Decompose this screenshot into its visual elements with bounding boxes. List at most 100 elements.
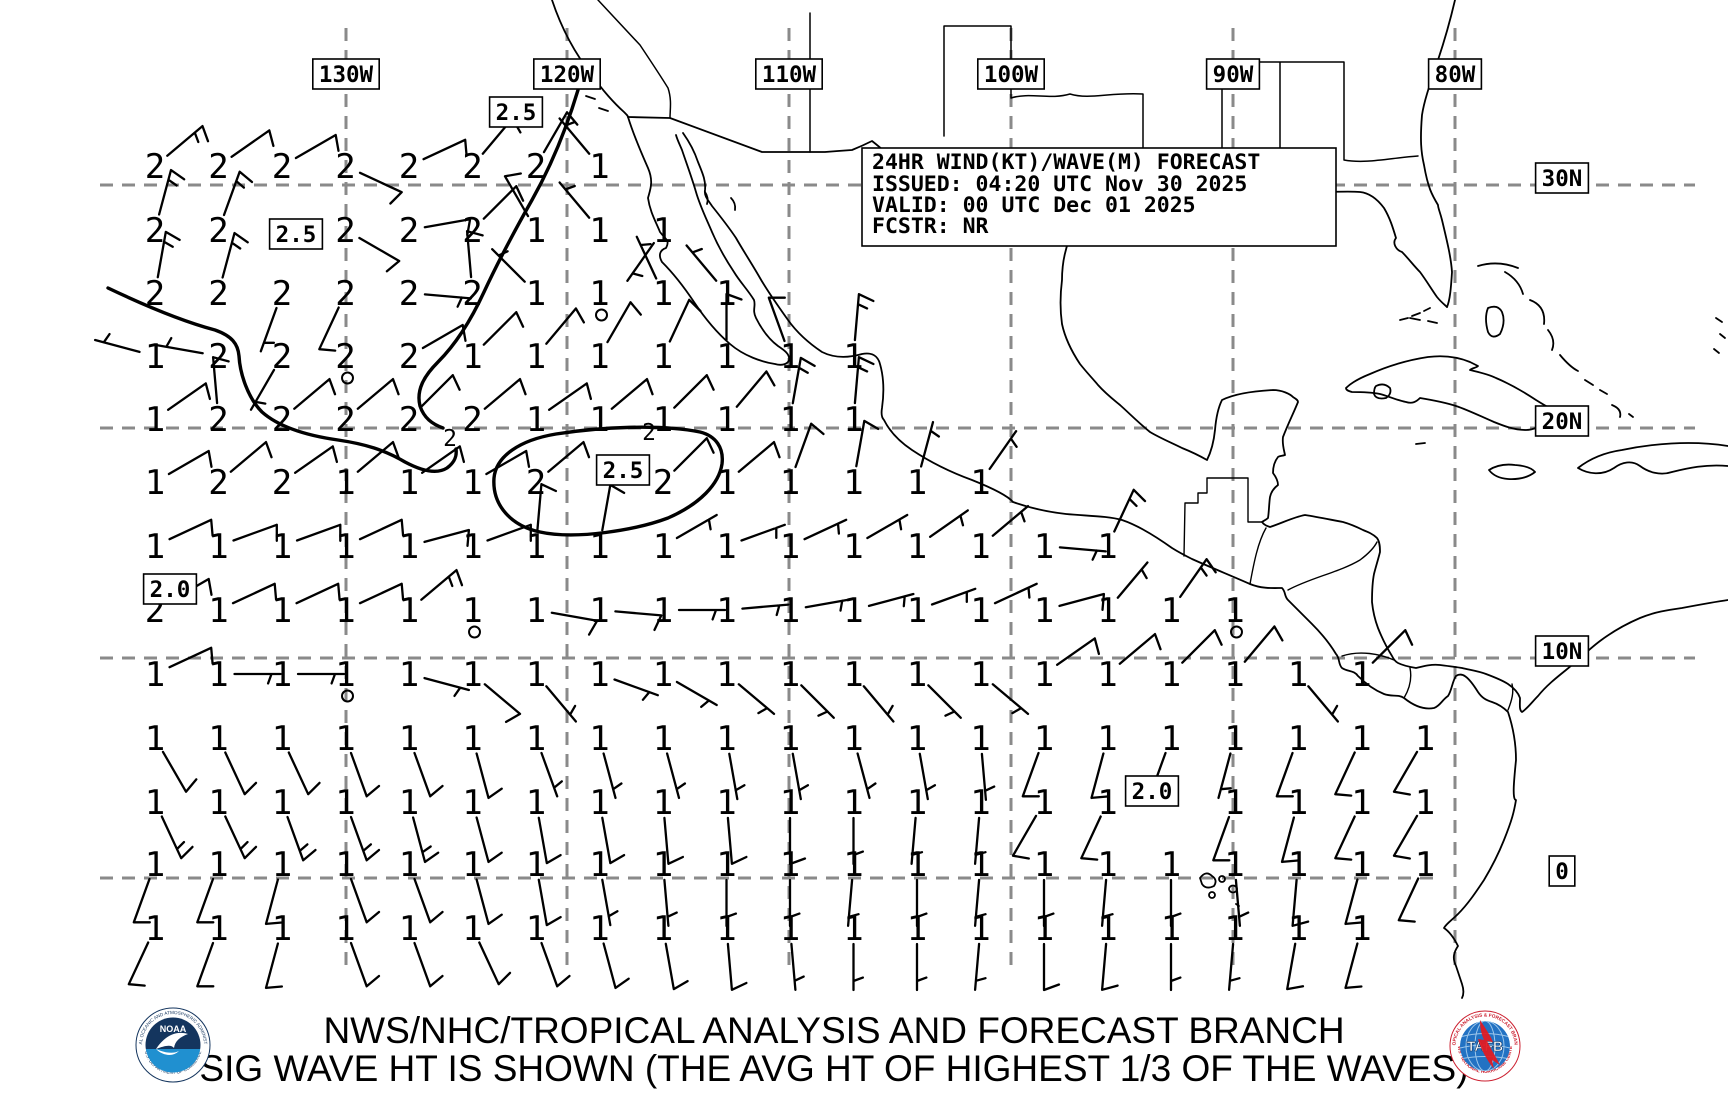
station-barb: 1: [1344, 909, 1372, 990]
station-barb: 1: [1392, 719, 1435, 796]
station-barb: 1: [526, 655, 578, 723]
wind-barb-icon: [224, 751, 258, 796]
wind-barb-icon: [1169, 942, 1182, 992]
station-barb: 1: [462, 909, 512, 986]
station-barb: 2: [145, 168, 186, 251]
station-barb: 1: [589, 845, 619, 927]
wind-barb-icon: [196, 941, 215, 988]
wave-height-value: 1: [780, 400, 800, 440]
station-barb: 2: [462, 377, 527, 440]
wind-barb-icon: [423, 528, 471, 548]
footer-line-2: SIG WAVE HT IS SHOWN (THE AVG HT OF HIGH…: [199, 1048, 1468, 1089]
station-barb: 1: [970, 909, 991, 991]
wave-height-value: 1: [843, 845, 863, 885]
station-barb: 1: [462, 845, 503, 926]
station-barb: 1: [970, 783, 991, 865]
station-barb: 1: [272, 523, 342, 567]
lon-label-110W-text: 110W: [762, 62, 817, 88]
wind-barb-icon: [537, 816, 562, 865]
station-barb: 1: [907, 845, 928, 928]
wind-barb-icon: [614, 610, 663, 632]
station-barb: 1: [907, 420, 941, 503]
wave-height-value: 1: [399, 783, 419, 823]
station-barb: 1: [589, 909, 630, 990]
wind-barb-icon: [665, 752, 687, 800]
wind-barb-icon: [1113, 488, 1147, 533]
wind-barb-icon: [264, 942, 284, 990]
wave-height-value: 1: [780, 591, 800, 631]
station-barb: 1: [780, 591, 853, 631]
station-barb: 2: [399, 138, 468, 187]
station-barb: 1: [335, 719, 381, 798]
station-barb: 1: [208, 655, 282, 695]
wave-height-value: 2: [145, 147, 165, 187]
station-barb: 1: [264, 845, 292, 926]
station-barb: 1: [462, 591, 483, 639]
station-barb: 1: [1011, 783, 1054, 860]
wave-height-value: 2: [399, 211, 419, 251]
station-barb: 2: [335, 147, 403, 205]
wind-barb-icon: [221, 231, 249, 279]
contour-label-2-text: 2.5: [603, 458, 644, 484]
wind-barb-icon: [915, 942, 928, 992]
station-barb: 1: [907, 509, 969, 567]
wave-height-value: 1: [1034, 527, 1054, 567]
wave-height-value: 1: [780, 463, 800, 503]
wind-barb-icon: [224, 815, 258, 860]
wind-barb-icon: [1181, 629, 1223, 664]
wave-height-value: 1: [907, 909, 927, 949]
wave-height-value: 1: [1415, 719, 1435, 759]
station-barb: 1: [526, 845, 562, 927]
wave-height-value: 1: [589, 783, 609, 823]
wind-barb-icon: [1100, 942, 1119, 991]
wind-barb-icon: [161, 750, 198, 793]
wind-barb-icon: [486, 523, 532, 542]
station-barb: 2: [145, 124, 210, 187]
wind-barb-icon: [791, 752, 810, 801]
station-barb: 2: [272, 445, 339, 503]
wind-barb-icon: [602, 752, 623, 800]
station-barb: 1: [653, 719, 687, 800]
wind-barb-icon: [168, 518, 214, 541]
wave-height-value: 1: [399, 845, 419, 885]
wind-barb-icon: [867, 592, 915, 608]
wind-barb-icon: [413, 941, 444, 988]
station-barb: 1: [462, 311, 525, 377]
station-barb: 1: [1097, 909, 1119, 991]
wave-height-value: 1: [716, 591, 736, 631]
wave-height-value: 1: [462, 909, 482, 949]
wind-barb-icon: [547, 440, 591, 473]
lon-label-130W-text: 130W: [319, 62, 374, 88]
jamaica: [1488, 463, 1536, 481]
wind-barb-icon: [550, 611, 599, 636]
wave-height-value: 1: [1161, 845, 1181, 885]
station-barb: 1: [970, 504, 1030, 567]
wind-barb-icon: [1344, 878, 1363, 926]
station-barb: 1: [399, 568, 464, 631]
wave-height-value: 1: [653, 400, 673, 440]
wave-height-value: 2: [335, 400, 355, 440]
wind-barb-icon: [737, 440, 781, 473]
bahamas: [1409, 262, 1634, 418]
wind-barb-icon: [737, 683, 776, 716]
station-barb: 1: [1034, 637, 1101, 695]
wind-barb-icon: [93, 332, 141, 354]
wave-height-value: 1: [399, 909, 419, 949]
wave-height-value: 1: [907, 527, 927, 567]
wind-barb-icon: [547, 382, 593, 411]
wave-height-value: 1: [653, 591, 673, 631]
station-barb: 1: [491, 248, 546, 314]
wind-barb-icon: [229, 440, 273, 473]
wind-barb-icon: [358, 171, 403, 205]
lon-label-90W: 90W: [1205, 58, 1261, 90]
wave-height-value: 2: [145, 211, 165, 251]
wave-height-value: 1: [335, 783, 355, 823]
contour-label-3-text: 2.0: [150, 577, 191, 603]
wave-height-value: 2: [208, 400, 228, 440]
wind-barb-icon: [668, 298, 702, 343]
wave-height-value: 1: [843, 591, 863, 631]
wind-barb-icon: [790, 942, 805, 991]
station-barb: 2: [208, 129, 275, 187]
wave-height-value: 2: [272, 274, 292, 314]
